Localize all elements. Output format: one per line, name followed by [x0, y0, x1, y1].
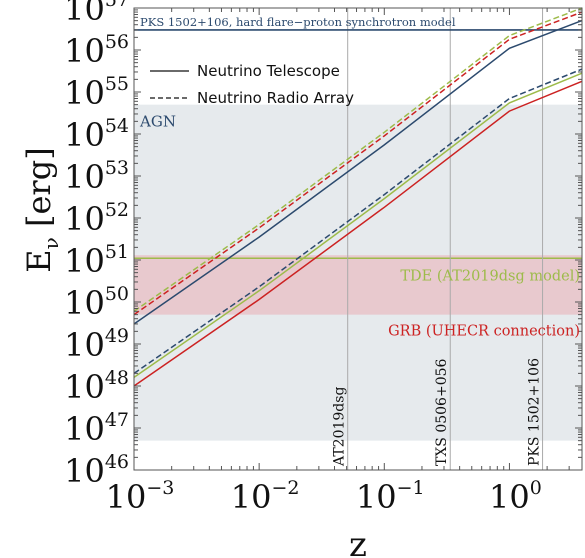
series-line-0 — [133, 19, 583, 325]
band-1 — [134, 255, 582, 315]
band-label-2: TDE (AT2019dsg model) — [400, 268, 580, 284]
x-tick-label-1: 10−2 — [231, 477, 300, 516]
y-tick-label-0: 1046 — [64, 451, 129, 490]
y-tick-label-6: 1052 — [64, 199, 129, 238]
y-tick-label-1: 1047 — [64, 409, 129, 448]
plot-frame — [133, 7, 583, 471]
x-axis-title: z — [349, 525, 367, 558]
axis-titles: z Eν [erg] — [20, 147, 367, 558]
legend-label-0: Neutrino Telescope — [197, 62, 340, 80]
y-tick-label-2: 1048 — [64, 367, 129, 406]
vline-label-2: PKS 1502+106 — [527, 358, 543, 466]
x-tick-label-0: 10−3 — [106, 477, 175, 516]
y-tick-label-8: 1054 — [64, 115, 129, 154]
y-tick-label-10: 1056 — [64, 31, 129, 70]
y-tick-label-7: 1053 — [64, 157, 129, 196]
vline-label-0: AT2019dsg — [332, 387, 348, 467]
y-tick-label-4: 1050 — [64, 283, 129, 322]
x-tick-label-2: 10−1 — [356, 477, 425, 516]
series-line-2 — [133, 80, 583, 387]
legend: Neutrino Telescope Neutrino Radio Array — [150, 62, 354, 107]
legend-label-1: Neutrino Radio Array — [197, 89, 354, 107]
band-label-1: GRB (UHECR connection) — [388, 324, 580, 340]
y-tick-label-3: 1049 — [64, 325, 129, 364]
x-tick-label-3: 100 — [489, 477, 542, 516]
series-line-5 — [133, 7, 583, 312]
series-line-3 — [133, 72, 583, 379]
series-layer — [133, 7, 583, 387]
vline-label-1: TXS 0506+056 — [434, 358, 450, 466]
ticks-layer — [133, 8, 582, 471]
y-tick-label-11: 1057 — [64, 0, 129, 28]
band-label-0: AGN — [139, 113, 176, 131]
hline-label-0: PKS 1502+106, hard flare−proton synchrot… — [140, 15, 456, 29]
y-tick-label-9: 1055 — [64, 73, 129, 112]
labels-layer: AT2019dsg TXS 0506+056 PKS 1502+106 PKS 150… — [64, 0, 580, 516]
y-tick-label-5: 1051 — [64, 241, 129, 280]
series-line-1 — [133, 68, 583, 375]
series-line-4 — [133, 11, 583, 316]
y-axis-title: Eν [erg] — [20, 147, 63, 272]
